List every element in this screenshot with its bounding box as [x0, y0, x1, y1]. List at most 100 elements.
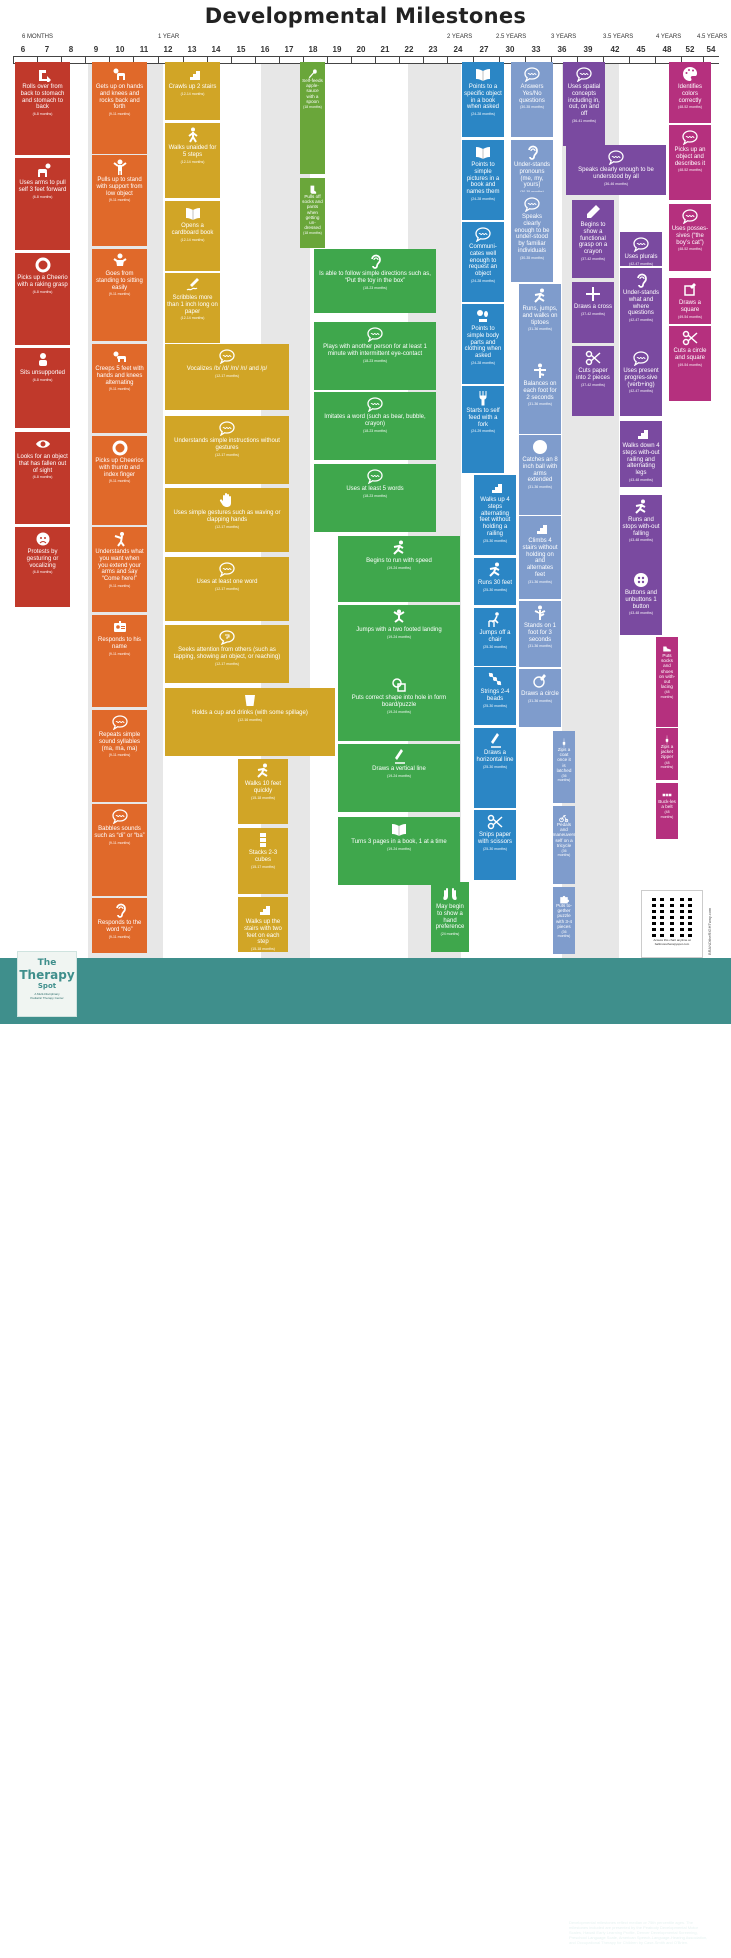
logo-tagline: A Multi-Disciplinary [34, 992, 60, 996]
crawling-baby-icon [35, 162, 51, 178]
ruler-tick [603, 57, 604, 63]
milestone-age-range: (43-48 months) [629, 538, 653, 543]
milestone-card: Communi-cates well enough to request an … [462, 222, 504, 302]
milestone-card: Understands what you want when you exten… [92, 527, 147, 612]
milestone-label: Walks up 4 steps alternating feet withou… [479, 497, 511, 537]
milestone-label: Is able to follow simple directions such… [319, 271, 431, 284]
age-header: 4.5 YEARS [697, 34, 728, 40]
email-link[interactable]: office@thetherapyspot.biz [241, 1948, 346, 1958]
milestone-label: Under-stands pronouns (me, my, yours) [513, 162, 551, 189]
milestone-label: Runs, jumps, and walks on tiptoes [522, 306, 558, 326]
month-number: 9 [93, 45, 99, 54]
age-header: 6 MONTHS [22, 34, 54, 40]
milestone-card: Points to simple pictures in a book and … [462, 140, 504, 220]
milestone-age-range: (31-36 months) [528, 327, 552, 332]
milestone-card: Zips a jacket zipper (48 months) [656, 728, 678, 780]
milestone-label: Looks for an object that has fallen out … [17, 454, 68, 474]
director-text: Malka Schnitzer, Director [349, 1925, 463, 1935]
month-number: 19 [332, 45, 342, 54]
milestone-label: Jumps off a chair [479, 630, 511, 643]
milestone-age-range: (36 months) [557, 773, 571, 783]
month-number: 12 [163, 45, 173, 54]
ruler-tick [703, 57, 704, 63]
milestone-age-range: (42-47 months) [629, 389, 653, 394]
crayon-square-icon [682, 282, 698, 298]
stairs-icon [185, 66, 201, 82]
milestone-age-range: (24-28 months) [471, 112, 495, 117]
logo-therapy: Therapy [19, 968, 75, 982]
milestone-label: Opens a cardboard book [171, 223, 214, 236]
milestone-age-range: (49-54 months) [678, 314, 702, 319]
milestone-age-range: (6-8 months) [32, 289, 53, 294]
fax-number: 866.840.6040 [178, 1948, 234, 1958]
ear-icon [112, 902, 128, 918]
beads-icon [487, 671, 503, 687]
milestone-card: Pedals and maneuvers self on a tricycle(… [553, 806, 575, 884]
milestone-age-range: (37-42 months) [581, 256, 605, 261]
age-header: 3.5 YEARS [603, 34, 634, 40]
milestone-label: Holds a cup and drinks (with some spilla… [192, 710, 308, 716]
milestone-age-range: (12-17 months) [215, 524, 239, 529]
page-title: Developmental Milestones [204, 4, 527, 28]
ruler-tick [13, 57, 14, 63]
qr-code-icon [652, 897, 692, 937]
milestone-age-range: (9-11 months) [108, 479, 131, 484]
milestone-label: Responds to his name [97, 637, 142, 650]
fax-label: F: [167, 1948, 177, 1958]
milestone-age-range: (6-8 months) [32, 194, 53, 199]
milestone-card: Plays with another person for at least 1… [314, 322, 436, 390]
milestone-label: Uses simple gestures such as waving or c… [173, 510, 281, 523]
website-link[interactable]: www.baltimoretherapyspot.com [352, 1948, 478, 1958]
milestone-card: Stacks 2-3 cubes (15-17 months) [238, 828, 288, 894]
milestone-age-range: (37-42 months) [581, 311, 605, 316]
month-number: 11 [139, 45, 149, 54]
logo-spot: Spot [37, 982, 57, 990]
footer-bar: SPEECH, PHYSICAL AND OCCUPATIONAL THERAP… [0, 958, 731, 1958]
milestone-label: Strings 2-4 beads [480, 689, 510, 702]
milestone-label: Communi-cates well enough to request an … [468, 244, 498, 278]
milestone-label: Protests by gesturing or vocalizing [26, 549, 59, 569]
milestone-age-range: (12-14 months) [180, 159, 205, 164]
speech-bubble-icon [367, 396, 383, 413]
milestone-age-range: (18-23 months) [363, 428, 387, 433]
milestone-card: Holds a cup and drinks (with some spilla… [165, 688, 335, 756]
milestone-card: Runs and stops with-out falling (43-48 mo… [620, 495, 662, 568]
milestone-card: Jumps off a chair (25-30 months) [474, 608, 516, 666]
milestone-age-range: (12-14 months) [180, 237, 205, 242]
milestone-card: Identifies colors correctly (48-52 months… [669, 62, 711, 123]
milestone-label: Pulls up to stand with support from low … [96, 177, 143, 197]
milestone-age-range: (31-36 months) [528, 579, 552, 584]
milestone-card: Responds to his name (9-11 months) [92, 615, 147, 707]
milestone-card: Begins to show a functional grasp on a c… [572, 200, 614, 278]
milestone-card: Uses posses-sives (“the boy’s cat”) (48-5… [669, 204, 711, 271]
milestone-age-range: (12-16 months) [238, 717, 262, 722]
qr-code-box[interactable]: Access this chart anytime at baltimoreth… [641, 890, 703, 958]
milestone-label: Turns 3 pages in a book, 1 at a time [351, 839, 447, 845]
milestone-card: Understands simple instructions without … [165, 416, 289, 484]
milestone-age-range: (19-24 months) [387, 773, 411, 778]
milestone-age-range: (12-14 months) [180, 316, 205, 321]
milestone-card: Strings 2-4 beads (25-30 months) [474, 667, 516, 725]
month-number: 54 [706, 45, 716, 54]
speech-bubble-icon [524, 196, 540, 213]
milestone-label: Goes from standing to sitting easily [96, 271, 143, 291]
milestone-label: Sits unsupported [19, 370, 66, 376]
milestone-age-range: (42-47 months) [629, 261, 653, 266]
services-text: SPEECH, PHYSICAL AND OCCUPATIONAL THERAP… [95, 1925, 347, 1935]
phone-number[interactable]: 410.358.1997 [105, 1948, 161, 1958]
zipper-icon [662, 732, 672, 745]
milestone-card: Vocalizes /b/ /d/ /m/ /n/ and /p/(12-17 … [165, 344, 289, 410]
milestone-label: Uses plurals [624, 254, 658, 260]
milestone-card: Self-feeds apple-sauce with a spoon (18 m… [300, 62, 325, 174]
milestone-age-range: (9-11 months) [108, 292, 131, 297]
speech-bubble-icon [608, 149, 624, 166]
month-number: 6 [20, 45, 26, 54]
milestone-label: Draws a circle [521, 691, 559, 697]
milestone-age-range: (19-24 months) [387, 634, 411, 639]
milestone-card: Creeps 5 feet with hands and knees alter… [92, 344, 147, 433]
milestone-card: Begins to run with speed (19-24 months) [338, 536, 460, 602]
ruler-tick [37, 57, 38, 63]
ruler-tick [399, 57, 400, 63]
spoon-icon [308, 66, 318, 79]
shape-puzzle-icon [391, 677, 407, 693]
